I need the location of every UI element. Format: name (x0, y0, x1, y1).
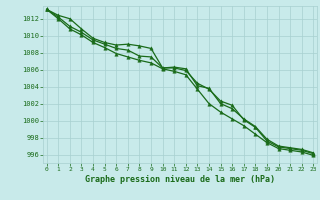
X-axis label: Graphe pression niveau de la mer (hPa): Graphe pression niveau de la mer (hPa) (85, 175, 275, 184)
